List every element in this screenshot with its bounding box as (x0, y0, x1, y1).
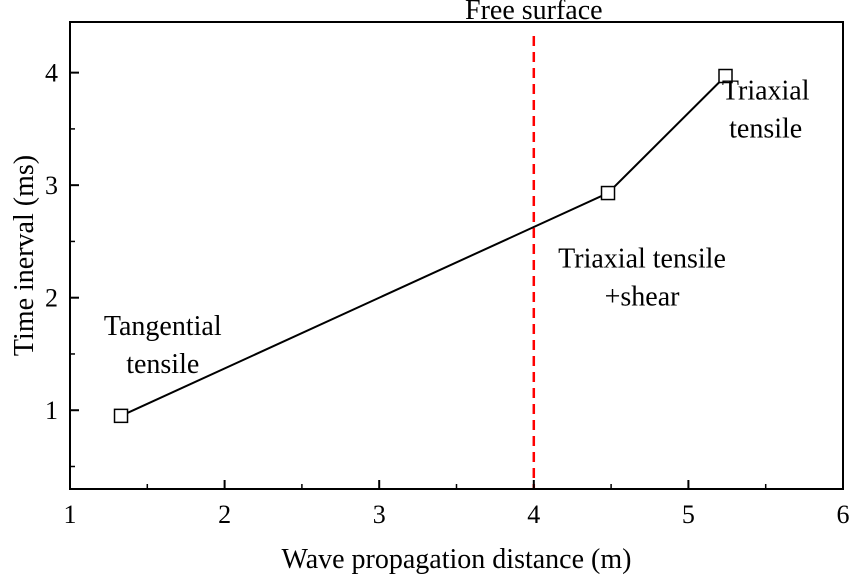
x-axis-title: Wave propagation distance (m) (282, 544, 632, 575)
annotation-label: tensile (126, 349, 199, 380)
y-tick-label: 3 (45, 171, 58, 200)
annotations-layer: Tangential tensile Triaxial tensile +shear T… (104, 76, 810, 380)
x-tick-label: 6 (837, 500, 850, 529)
y-tick-label: 2 (45, 284, 58, 313)
x-tick-label: 4 (527, 500, 540, 529)
annotation-label: Tangential (104, 311, 222, 342)
x-tick-label: 3 (373, 500, 386, 529)
annotation-label: Triaxial (722, 76, 810, 107)
annotation-label: +shear (605, 281, 681, 312)
data-point-marker (600, 185, 616, 201)
series-layer (113, 68, 733, 424)
x-tick-label: 5 (682, 500, 695, 529)
y-tick-label: 1 (45, 396, 58, 425)
x-tick-label: 1 (64, 500, 77, 529)
data-point-marker (113, 408, 129, 424)
y-tick-label: 4 (45, 59, 58, 88)
annotation-label: Triaxial tensile (558, 243, 726, 274)
data-point-marker (718, 68, 733, 84)
ticks-layer: 1 2 3 4 5 6 1 2 3 4 (45, 59, 850, 529)
annotation-label: tensile (729, 114, 802, 145)
y-axis-title: Time inerval (ms) (9, 155, 40, 356)
free-surface-label: Free surface (465, 0, 603, 26)
x-tick-label: 2 (218, 500, 231, 529)
